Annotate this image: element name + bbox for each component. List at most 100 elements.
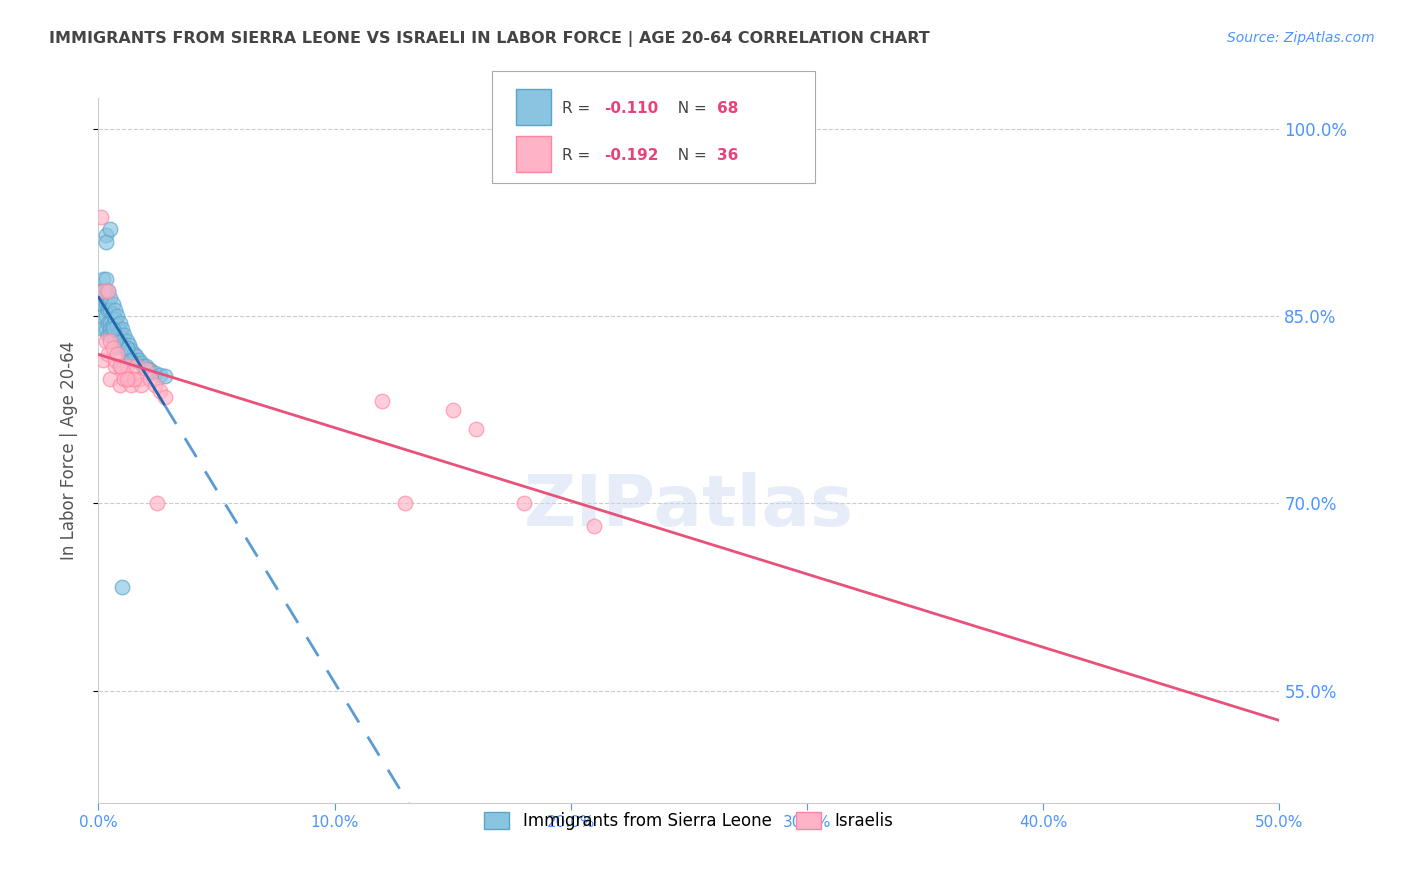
Text: 36: 36 xyxy=(717,148,738,163)
Point xyxy=(91,272,114,286)
Legend: Immigrants from Sierra Leone, Israelis: Immigrants from Sierra Leone, Israelis xyxy=(478,805,900,837)
Point xyxy=(97,297,120,311)
Point xyxy=(91,353,114,368)
Point xyxy=(115,372,138,386)
Point xyxy=(143,378,166,392)
Point xyxy=(98,328,121,343)
Point xyxy=(153,369,176,384)
Point xyxy=(118,338,141,352)
Point xyxy=(371,394,394,409)
Point xyxy=(94,334,117,349)
Point xyxy=(143,366,166,380)
Point xyxy=(90,297,112,311)
Point xyxy=(115,343,138,357)
Point xyxy=(112,328,135,343)
Point xyxy=(97,285,120,299)
Text: ZIPatlas: ZIPatlas xyxy=(524,473,853,541)
Point xyxy=(97,347,120,361)
Point xyxy=(105,338,128,352)
Point xyxy=(94,310,117,324)
Point xyxy=(104,311,127,326)
Point xyxy=(94,228,117,243)
Point xyxy=(105,347,128,361)
Point xyxy=(104,334,127,349)
Point xyxy=(104,303,127,318)
Point xyxy=(104,334,127,349)
Point xyxy=(139,363,162,377)
Point xyxy=(101,322,124,336)
Text: 68: 68 xyxy=(717,101,738,116)
Point xyxy=(105,328,128,343)
Point xyxy=(98,291,121,305)
Point xyxy=(91,297,114,311)
Point xyxy=(108,359,131,374)
Point xyxy=(112,336,135,351)
Point xyxy=(91,285,114,299)
Point xyxy=(97,316,120,330)
Point xyxy=(91,322,114,336)
Point xyxy=(101,328,124,343)
Point xyxy=(98,222,121,236)
Point xyxy=(97,285,120,299)
Point xyxy=(122,353,145,368)
Point xyxy=(91,285,114,299)
Point xyxy=(465,422,488,436)
Point xyxy=(90,210,112,224)
Point xyxy=(153,391,176,405)
Point xyxy=(128,372,150,386)
Point xyxy=(98,322,121,336)
Text: N =: N = xyxy=(668,101,711,116)
Point xyxy=(125,359,148,374)
Point xyxy=(98,334,121,349)
Text: R =: R = xyxy=(562,101,596,116)
Point xyxy=(122,372,145,386)
Point xyxy=(512,496,534,510)
Point xyxy=(98,372,121,386)
Point xyxy=(97,303,120,318)
Point xyxy=(115,341,138,355)
Point xyxy=(115,334,138,349)
Point xyxy=(146,496,169,510)
Text: IMMIGRANTS FROM SIERRA LEONE VS ISRAELI IN LABOR FORCE | AGE 20-64 CORRELATION C: IMMIGRANTS FROM SIERRA LEONE VS ISRAELI … xyxy=(49,31,929,47)
Point xyxy=(125,349,148,363)
Point xyxy=(441,403,464,417)
Point xyxy=(98,316,121,330)
Text: -0.110: -0.110 xyxy=(605,101,659,116)
Point xyxy=(129,378,152,392)
Text: -0.192: -0.192 xyxy=(605,148,659,163)
Point xyxy=(111,338,134,352)
Point xyxy=(108,316,131,330)
Point xyxy=(118,347,141,361)
Point xyxy=(111,322,134,336)
Point xyxy=(101,341,124,355)
Point xyxy=(112,372,135,386)
Point xyxy=(121,343,143,357)
Point xyxy=(104,353,127,368)
Point xyxy=(108,359,131,374)
Point xyxy=(91,310,114,324)
Point xyxy=(394,496,416,510)
Point xyxy=(105,310,128,324)
Point xyxy=(132,359,155,374)
Point xyxy=(149,368,172,382)
Text: R =: R = xyxy=(562,148,596,163)
Point xyxy=(111,361,134,376)
Point xyxy=(108,324,131,338)
Point xyxy=(136,361,159,376)
Point xyxy=(104,324,127,338)
Point xyxy=(101,318,124,332)
Point xyxy=(139,372,162,386)
Point xyxy=(111,580,134,594)
Point xyxy=(90,285,112,299)
Point xyxy=(97,328,120,343)
Text: Source: ZipAtlas.com: Source: ZipAtlas.com xyxy=(1227,31,1375,45)
Point xyxy=(583,519,606,533)
Point xyxy=(98,303,121,318)
Point xyxy=(94,285,117,299)
Point xyxy=(135,361,157,376)
Point xyxy=(105,318,128,332)
Point xyxy=(104,359,127,374)
Point xyxy=(94,272,117,286)
Point xyxy=(149,384,172,399)
Text: N =: N = xyxy=(668,148,711,163)
